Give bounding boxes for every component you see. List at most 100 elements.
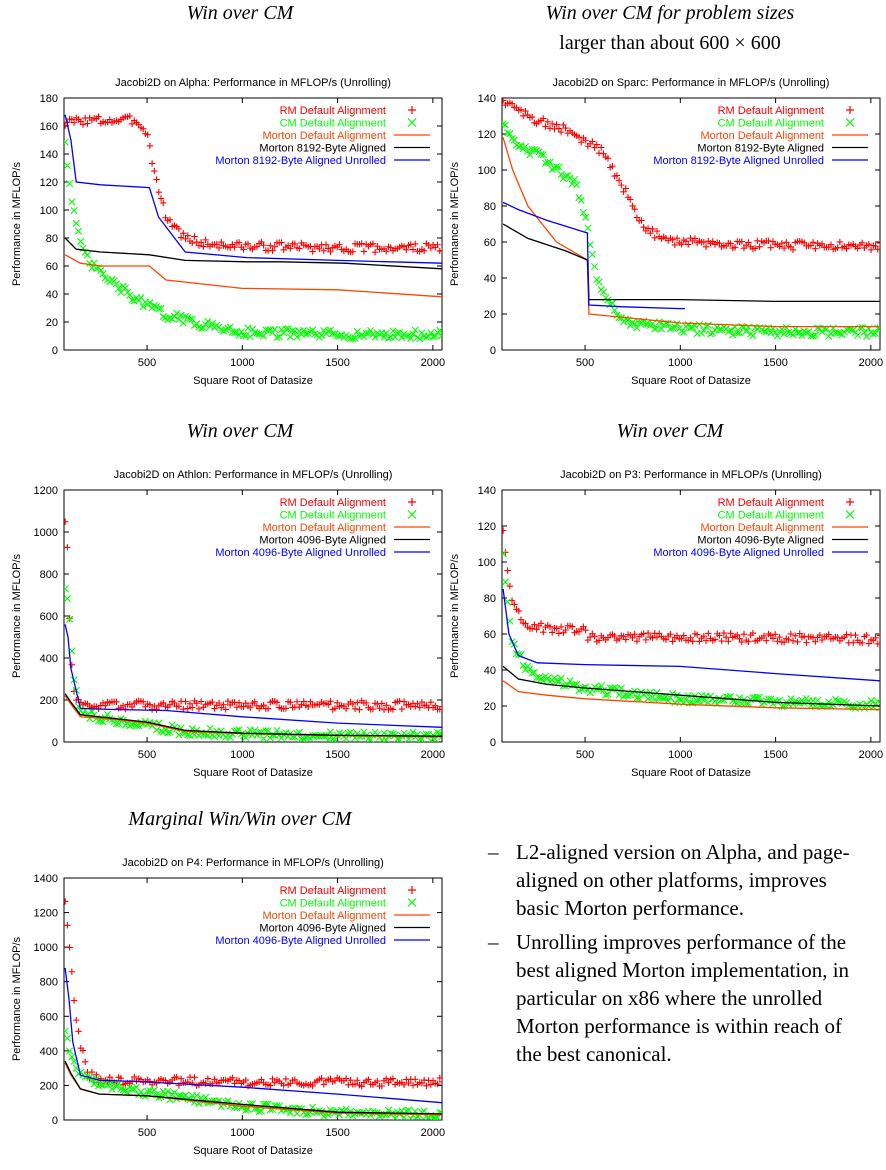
data-point [700,238,708,246]
data-point [727,326,735,334]
legend-label: Morton 4096-Byte Aligned Unrolled [215,935,386,947]
data-point [738,238,745,245]
data-point [773,332,782,340]
data-point [588,250,596,259]
legend-label: CM Default Alignment [280,118,386,130]
data-point [423,1082,430,1090]
data-point [112,1083,121,1091]
data-point [682,696,690,704]
data-point [150,1086,158,1094]
data-point [622,185,629,192]
data-point [269,247,276,254]
data-point [733,329,741,337]
legend-label: Morton Default Alignment [700,130,824,142]
data-point [331,735,339,742]
data-point [369,705,377,713]
data-point [362,329,370,337]
data-point [796,630,803,637]
data-point [850,639,857,646]
data-point [184,705,191,712]
data-point [604,155,612,162]
data-point [155,305,163,313]
data-point [218,238,225,246]
data-point [358,240,365,247]
data-point [629,202,636,210]
data-point [557,674,565,682]
data-point [351,705,359,713]
x-tick-label: 500 [138,1127,156,1139]
data-point [239,331,248,339]
data-point [590,262,599,271]
data-point [70,119,78,126]
data-point [151,167,158,175]
data-point [669,690,677,698]
data-point [760,327,768,335]
data-point [693,631,701,638]
data-point [177,1075,185,1082]
data-point [793,329,802,337]
data-point [818,328,826,336]
data-point [434,241,441,248]
data-point [177,311,185,319]
data-point [407,1114,415,1120]
data-point [727,240,734,247]
data-point [427,698,435,706]
data-point [97,266,105,274]
data-point [77,118,84,125]
data-point [540,628,547,636]
data-point [325,245,332,252]
data-point [763,637,770,644]
data-point [260,701,267,709]
data-point [64,594,71,603]
data-point [671,323,679,331]
data-point [662,636,670,643]
data-point [251,698,258,706]
data-point [396,328,404,337]
data-point [400,1113,408,1120]
data-point [540,115,547,122]
data-point [628,688,637,697]
data-point [297,735,306,742]
data-point [438,703,442,710]
data-point [669,638,676,645]
x-axis-label: Square Root of Datasize [193,1145,313,1157]
data-point [744,700,753,708]
data-point [753,693,761,701]
data-point [206,322,214,331]
legend-label: CM Default Alignment [280,510,386,522]
data-point [181,312,190,321]
data-point [876,324,880,332]
legend-swatch [408,886,416,894]
data-point [175,225,183,233]
data-point [511,601,518,608]
data-point [640,224,647,231]
data-point [794,638,801,646]
data-point [300,326,308,334]
data-point [502,527,507,534]
data-point [680,328,688,336]
data-point [780,244,788,252]
data-point [240,246,247,253]
data-point [609,162,616,170]
y-tick-label: 40 [46,289,58,301]
data-point [526,151,534,159]
data-point [360,333,368,341]
note-item: – Unrolling improves performance of the … [482,928,872,1068]
data-point [691,235,699,242]
data-point [251,329,259,337]
data-point [533,673,541,682]
data-point [64,922,71,929]
x-tick-label: 500 [138,357,156,369]
x-tick-label: 1500 [763,749,787,761]
data-point [582,137,589,144]
data-point [818,240,826,247]
data-point [68,968,76,975]
data-point [872,634,879,642]
data-point [271,243,278,250]
legend-label: Morton 4096-Byte Aligned [697,535,824,547]
data-point [383,1075,390,1082]
data-point [327,248,334,256]
data-point [649,634,656,642]
data-point [874,697,880,705]
data-point [371,333,379,341]
